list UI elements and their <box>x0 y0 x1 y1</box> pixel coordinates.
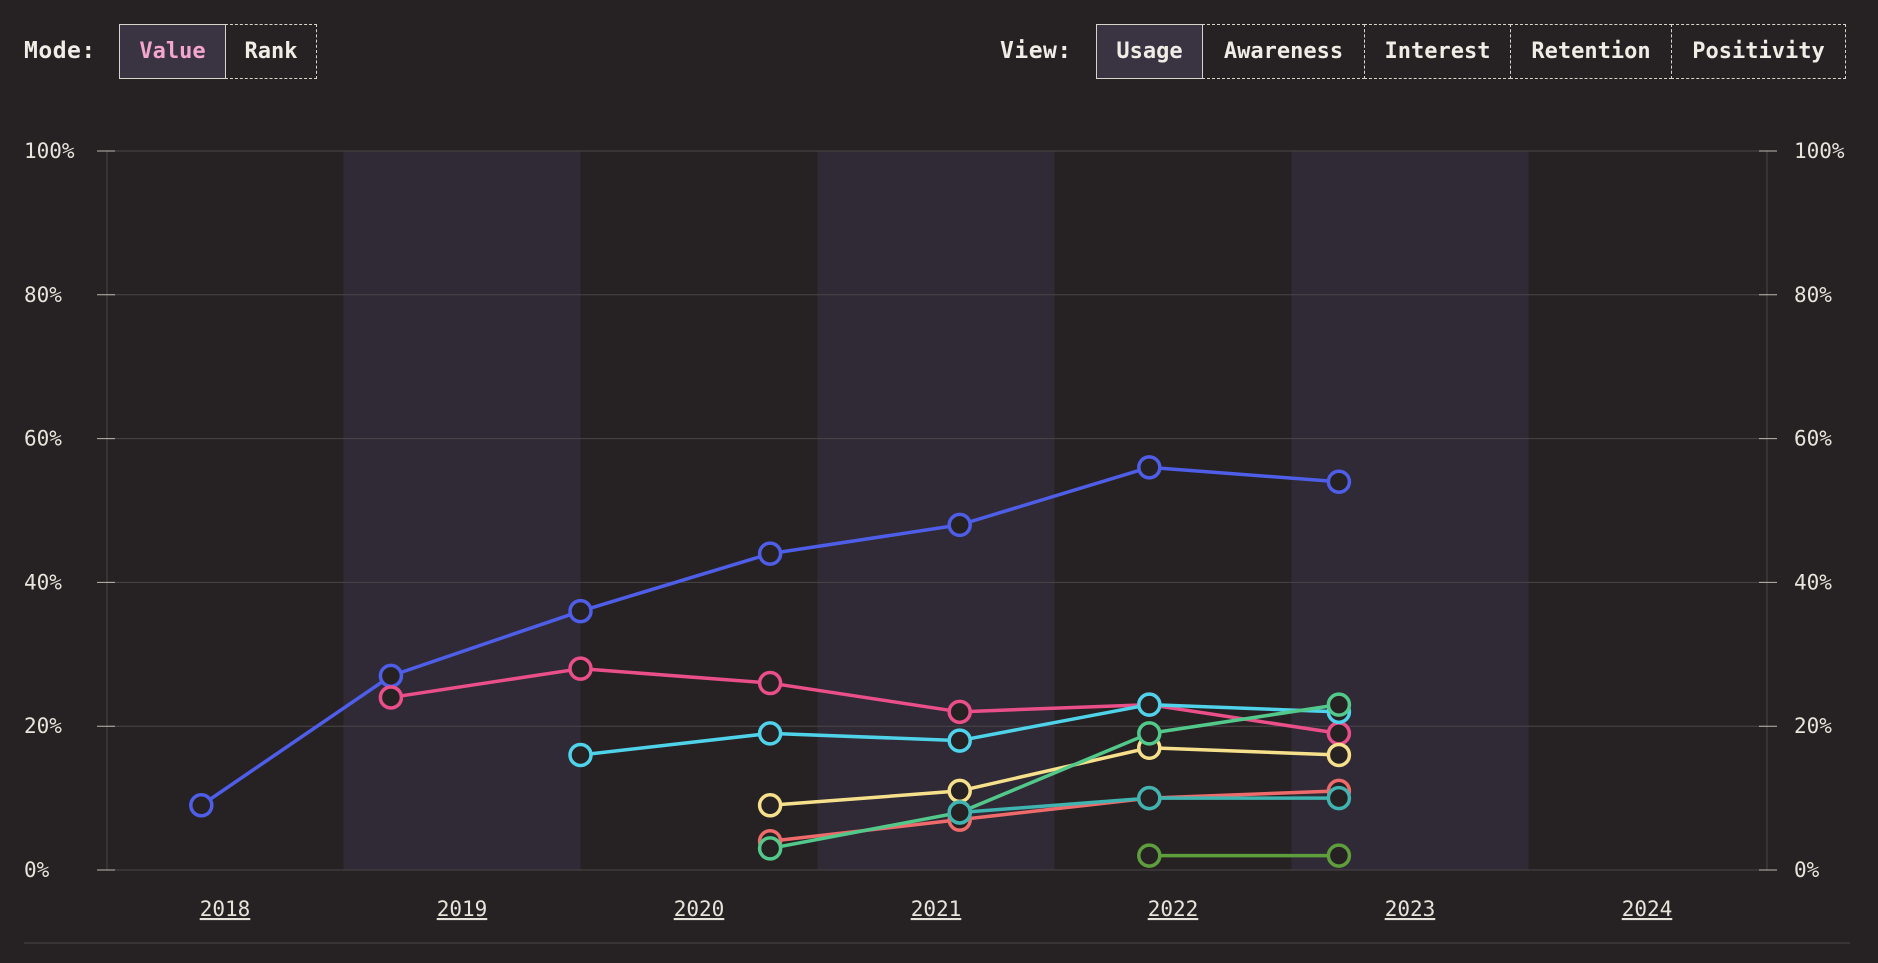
y-tick-label-left: 0% <box>24 858 50 882</box>
series-5-point <box>757 836 783 861</box>
x-tick-label-2021: 2021 <box>911 897 962 921</box>
mode-value-button[interactable]: Value <box>119 24 226 79</box>
series-6-point <box>947 800 972 825</box>
y-tick-label-left: 60% <box>24 427 62 451</box>
series-2-point <box>947 728 972 753</box>
mode-rank-button[interactable]: Rank <box>225 24 317 79</box>
view-tabs: Usage Awareness Interest Retention Posit… <box>1096 24 1846 79</box>
x-tick-label-2019: 2019 <box>437 897 488 921</box>
x-tick-label-2023: 2023 <box>1385 897 1436 921</box>
series-0-point <box>378 663 404 689</box>
y-tick-label-right: 80% <box>1794 283 1832 307</box>
series-1-point <box>1326 721 1352 746</box>
series-2-point <box>1137 692 1162 717</box>
view-retention-button[interactable]: Retention <box>1510 24 1672 79</box>
mode-toggle: Value Rank <box>119 24 317 79</box>
y-tick-label-left: 20% <box>24 714 62 738</box>
series-0-point <box>189 793 214 818</box>
series-line-1 <box>390 666 1340 736</box>
series-1-point <box>568 656 593 681</box>
series-1-point <box>378 685 404 710</box>
view-label: View: <box>1000 38 1072 64</box>
series-line-3 <box>769 746 1339 808</box>
series-0-point <box>568 598 593 624</box>
y-tick-label-left: 40% <box>24 570 62 594</box>
y-tick-label-left: 100% <box>24 139 75 163</box>
series-7-point <box>1137 843 1162 868</box>
series-line-5 <box>769 702 1340 851</box>
series-3-point <box>757 793 783 818</box>
y-tick-label-right: 60% <box>1794 427 1832 451</box>
year-band-2023 <box>1291 151 1529 870</box>
series-5-point <box>1137 721 1162 746</box>
view-awareness-button[interactable]: Awareness <box>1202 24 1365 79</box>
y-tick-label-right: 40% <box>1794 570 1832 594</box>
series-0-point <box>1137 455 1162 480</box>
x-tick-label-2020: 2020 <box>674 897 725 921</box>
x-tick-label-2024: 2024 <box>1622 897 1673 921</box>
series-6-point <box>1137 785 1162 811</box>
series-0-point <box>757 541 783 566</box>
year-band-2019 <box>343 151 581 870</box>
series-1-point <box>757 670 783 696</box>
view-interest-button[interactable]: Interest <box>1364 24 1511 79</box>
series-2-point <box>568 742 593 768</box>
series-0-point <box>947 512 972 538</box>
series-6-point <box>1326 785 1352 811</box>
series-7-point <box>1326 843 1352 868</box>
y-tick-label-left: 80% <box>24 283 62 307</box>
series-3-point <box>947 778 972 804</box>
series-0-point <box>1326 469 1352 494</box>
y-tick-label-right: 20% <box>1794 714 1832 738</box>
view-usage-button[interactable]: Usage <box>1096 24 1203 79</box>
y-tick-label-right: 0% <box>1794 858 1820 882</box>
view-positivity-button[interactable]: Positivity <box>1671 24 1846 79</box>
x-tick-label-2022: 2022 <box>1148 897 1199 921</box>
series-2-point <box>757 721 783 746</box>
series-1-point <box>947 699 972 725</box>
year-band-2021 <box>817 151 1055 870</box>
x-tick-label-2018: 2018 <box>200 897 251 921</box>
mode-label: Mode: <box>24 38 96 64</box>
series-5-point <box>1326 692 1352 717</box>
series-3-point <box>1326 742 1352 768</box>
y-tick-label-right: 100% <box>1794 139 1845 163</box>
